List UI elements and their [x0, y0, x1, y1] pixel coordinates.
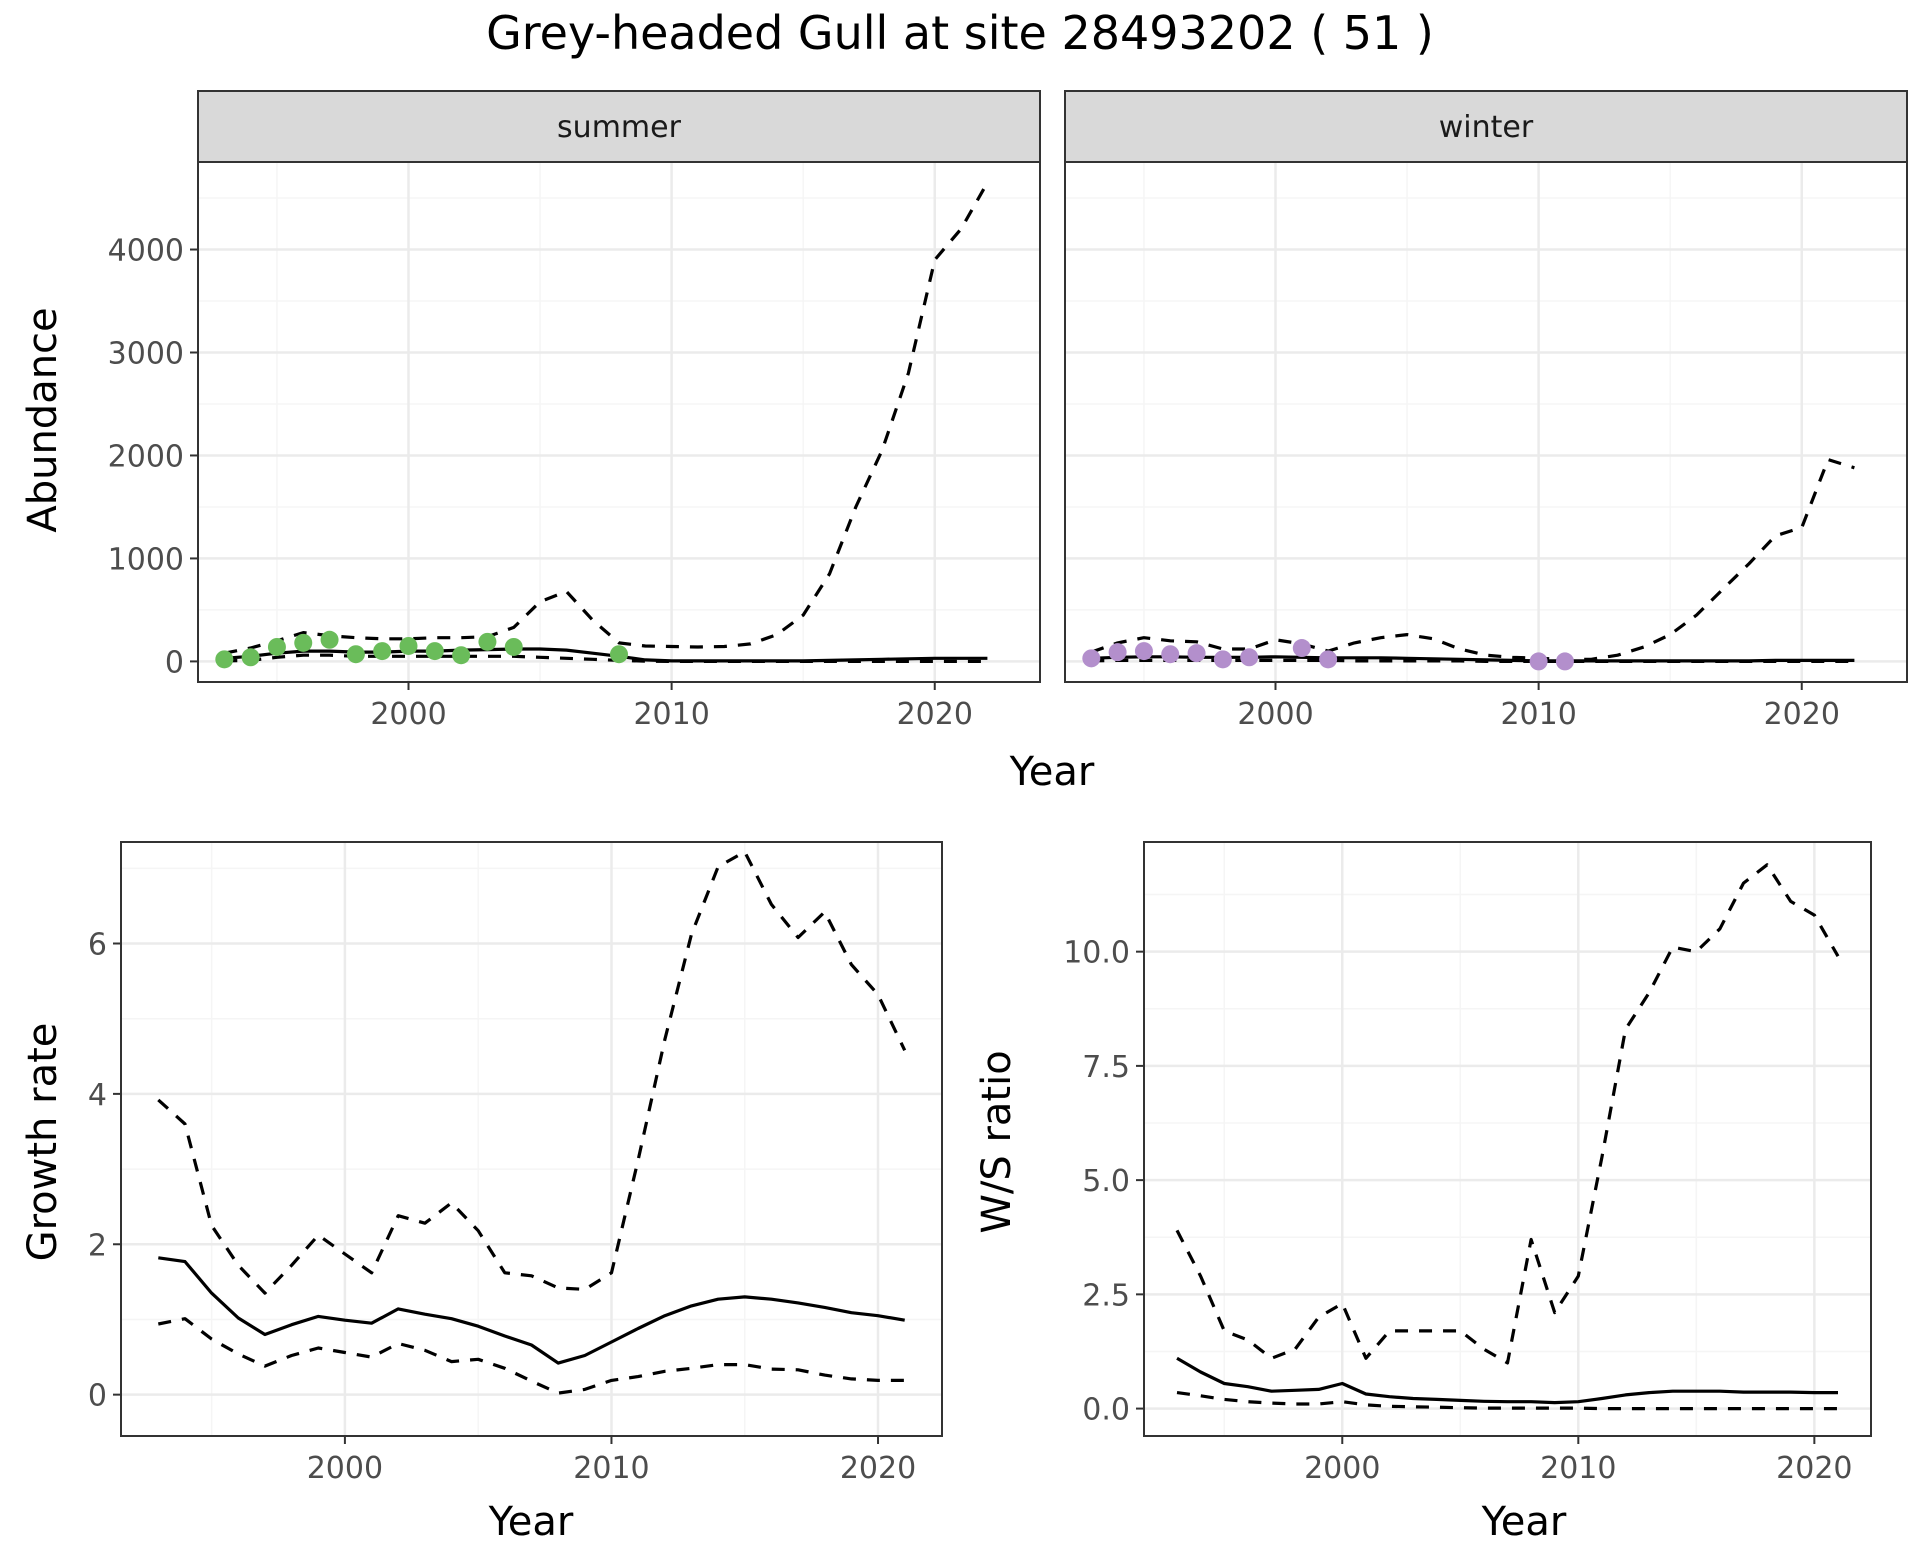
summer-observed-point: [320, 630, 339, 649]
summer-strip: [197, 90, 1041, 163]
summer-observed-point: [267, 637, 286, 656]
ws_ratio-upper-line: [1175, 863, 1840, 1365]
winter-panel-border: [1064, 161, 1908, 683]
growth-x-axis-title: Year: [488, 1499, 574, 1545]
ws_ratio-y-tick-label: 0.0: [1082, 1393, 1130, 1428]
growth-y-tick-label: 4: [88, 1078, 107, 1113]
abundance-x-axis-title: Year: [1009, 749, 1095, 795]
summer-strip-label: summer: [557, 110, 682, 145]
summer-y-tick-label: 4000: [108, 234, 184, 269]
winter-observed-point: [1319, 650, 1338, 669]
winter-strip-label: winter: [1439, 110, 1534, 145]
ws_ratio-y-tick-label: 2.5: [1082, 1278, 1130, 1313]
summer-observed-point: [215, 650, 234, 669]
winter-observed-point: [1134, 642, 1153, 661]
summer-observed-point: [478, 632, 497, 651]
ws-ratio-x-axis-title: Year: [1481, 1499, 1567, 1545]
winter-strip: [1064, 90, 1908, 163]
winter-observed-point: [1529, 652, 1548, 671]
summer-observed-point: [399, 636, 418, 655]
winter-x-tick-label: 2010: [1500, 697, 1576, 732]
growth-lower-line: [157, 1317, 905, 1395]
ws_ratio-x-tick-label: 2020: [1776, 1451, 1852, 1486]
growth-panel: 2000 2010 2020 0 2 4 6: [88, 841, 943, 1486]
summer-observed-point: [504, 637, 523, 656]
ws_ratio-panel-border: [1143, 841, 1872, 1437]
winter-observed-point: [1240, 648, 1259, 667]
summer-observed-point: [425, 642, 444, 661]
summer-observed-point: [373, 642, 392, 661]
growth-x-tick-label: 2020: [840, 1451, 916, 1486]
winter-observed-point: [1187, 644, 1206, 663]
summer-observed-point: [241, 648, 260, 667]
summer-observed-point: [294, 633, 313, 652]
winter-observed-point: [1108, 643, 1127, 662]
summer-x-tick-label: 2010: [633, 697, 709, 732]
ws_ratio-y-tick-label: 5.0: [1082, 1164, 1130, 1199]
ws_ratio-x-tick-label: 2010: [1540, 1451, 1616, 1486]
growth-x-tick-label: 2010: [573, 1451, 649, 1486]
summer-y-tick-label: 2000: [108, 439, 184, 474]
summer-x-tick-label: 2020: [897, 697, 973, 732]
abundance-y-axis-title: Abundance: [20, 307, 66, 532]
winter-observed-point: [1082, 649, 1101, 668]
winter-observed-point: [1161, 645, 1180, 664]
summer-y-tick-label: 0: [165, 645, 184, 680]
summer-observed-point: [346, 645, 365, 664]
winter-observed-point: [1292, 639, 1311, 658]
growth-y-axis-title: Growth rate: [20, 1023, 66, 1262]
growth-upper-line: [157, 850, 907, 1295]
summer-y-tick-label: 1000: [108, 542, 184, 577]
ws-ratio-panel: 2000 2010 2020 0.0 2.5 5.0 7.5 10.0: [1063, 841, 1872, 1486]
ws_ratio-x-tick-label: 2000: [1304, 1451, 1380, 1486]
summer-panel-border: [197, 161, 1041, 683]
summer-observed-point: [610, 645, 628, 664]
winter-plot: 2000 2010 2020: [1064, 161, 1908, 732]
page-title: Grey-headed Gull at site 28493202 ( 51 ): [486, 6, 1434, 60]
summer-upper-line: [223, 181, 989, 655]
winter-observed-point: [1555, 652, 1574, 671]
ws_ratio-y-tick-label: 7.5: [1082, 1050, 1130, 1085]
growth-x-tick-label: 2000: [307, 1451, 383, 1486]
winter-x-tick-label: 2000: [1237, 697, 1313, 732]
ws_ratio-estimate-line: [1176, 1356, 1838, 1405]
summer-plot: 2000 2010 2020 0 1000 2000 3000 4000: [108, 161, 1041, 732]
summer-y-tick-label: 3000: [108, 336, 184, 371]
growth-panel-border: [120, 841, 943, 1437]
summer-panel: summer 2000 2010 2020 0 1000 2000 3000 4000: [108, 90, 1041, 732]
winter-panel: winter 2000 2010 2020: [1064, 90, 1908, 732]
growth-y-tick-label: 6: [88, 928, 107, 963]
winter-upper-line: [1090, 458, 1855, 661]
winter-observed-point: [1213, 650, 1232, 669]
ws-ratio-y-axis-title: W/S ratio: [974, 1050, 1020, 1233]
summer-observed-point: [452, 646, 471, 665]
summer-estimate-line: [224, 647, 988, 663]
growth-y-tick-label: 0: [88, 1379, 107, 1414]
growth-y-tick-label: 2: [88, 1228, 107, 1263]
growth-estimate-line: [158, 1256, 905, 1365]
winter-x-tick-label: 2020: [1764, 697, 1840, 732]
summer-x-tick-label: 2000: [370, 697, 446, 732]
ws_ratio-y-tick-label: 10.0: [1063, 936, 1130, 971]
